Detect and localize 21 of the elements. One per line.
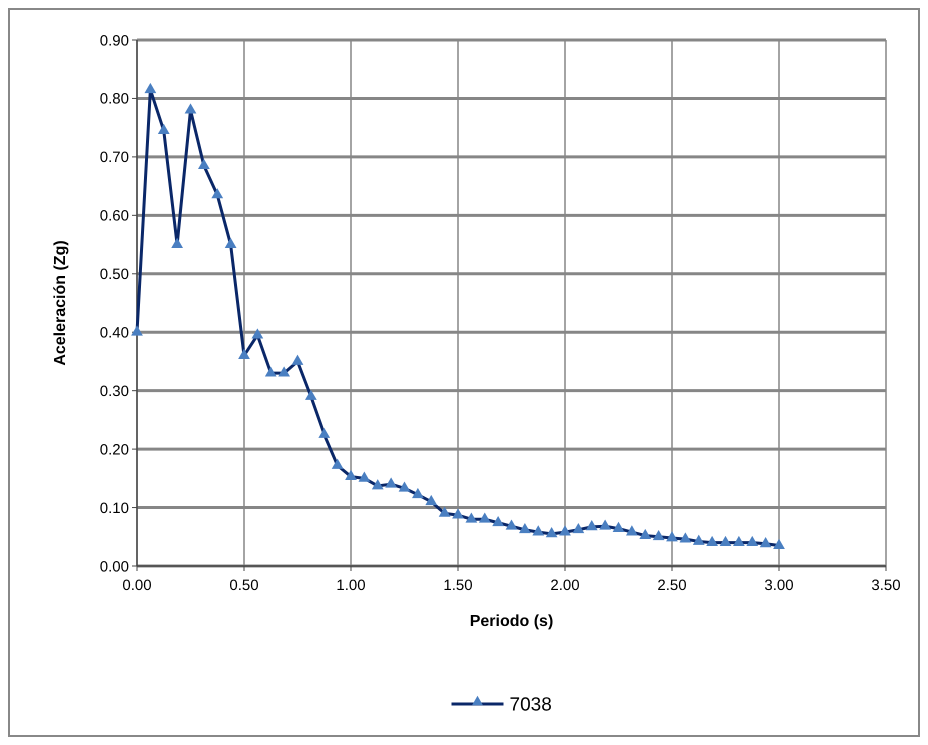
y-tick-label: 0.80 (100, 90, 129, 108)
x-tick-label: 0.00 (122, 577, 152, 594)
x-tick-label: 1.50 (443, 577, 473, 594)
x-tick-label: 3.00 (764, 577, 794, 594)
x-tick-label: 1.00 (336, 577, 366, 594)
y-tick-label: 0.10 (100, 500, 129, 517)
y-tick-label: 0.00 (100, 558, 129, 576)
legend-label: 7038 (510, 694, 552, 716)
x-tick-label: 3.50 (871, 577, 901, 594)
y-tick-label: 0.50 (100, 266, 129, 284)
y-tick-label: 0.30 (100, 382, 129, 400)
y-tick-label: 0.60 (100, 208, 129, 225)
y-tick-label: 0.40 (100, 324, 129, 342)
y-tick-label: 0.20 (100, 441, 129, 458)
y-tick-label: 0.90 (100, 32, 129, 50)
y-axis-title: Aceleración (Zg) (52, 240, 69, 366)
y-tick-label: 0.70 (100, 149, 129, 166)
x-tick-label: 0.50 (229, 577, 259, 594)
x-tick-label: 2.00 (550, 577, 580, 594)
x-axis-title: Periodo (s) (470, 613, 554, 630)
x-tick-label: 2.50 (657, 577, 687, 594)
